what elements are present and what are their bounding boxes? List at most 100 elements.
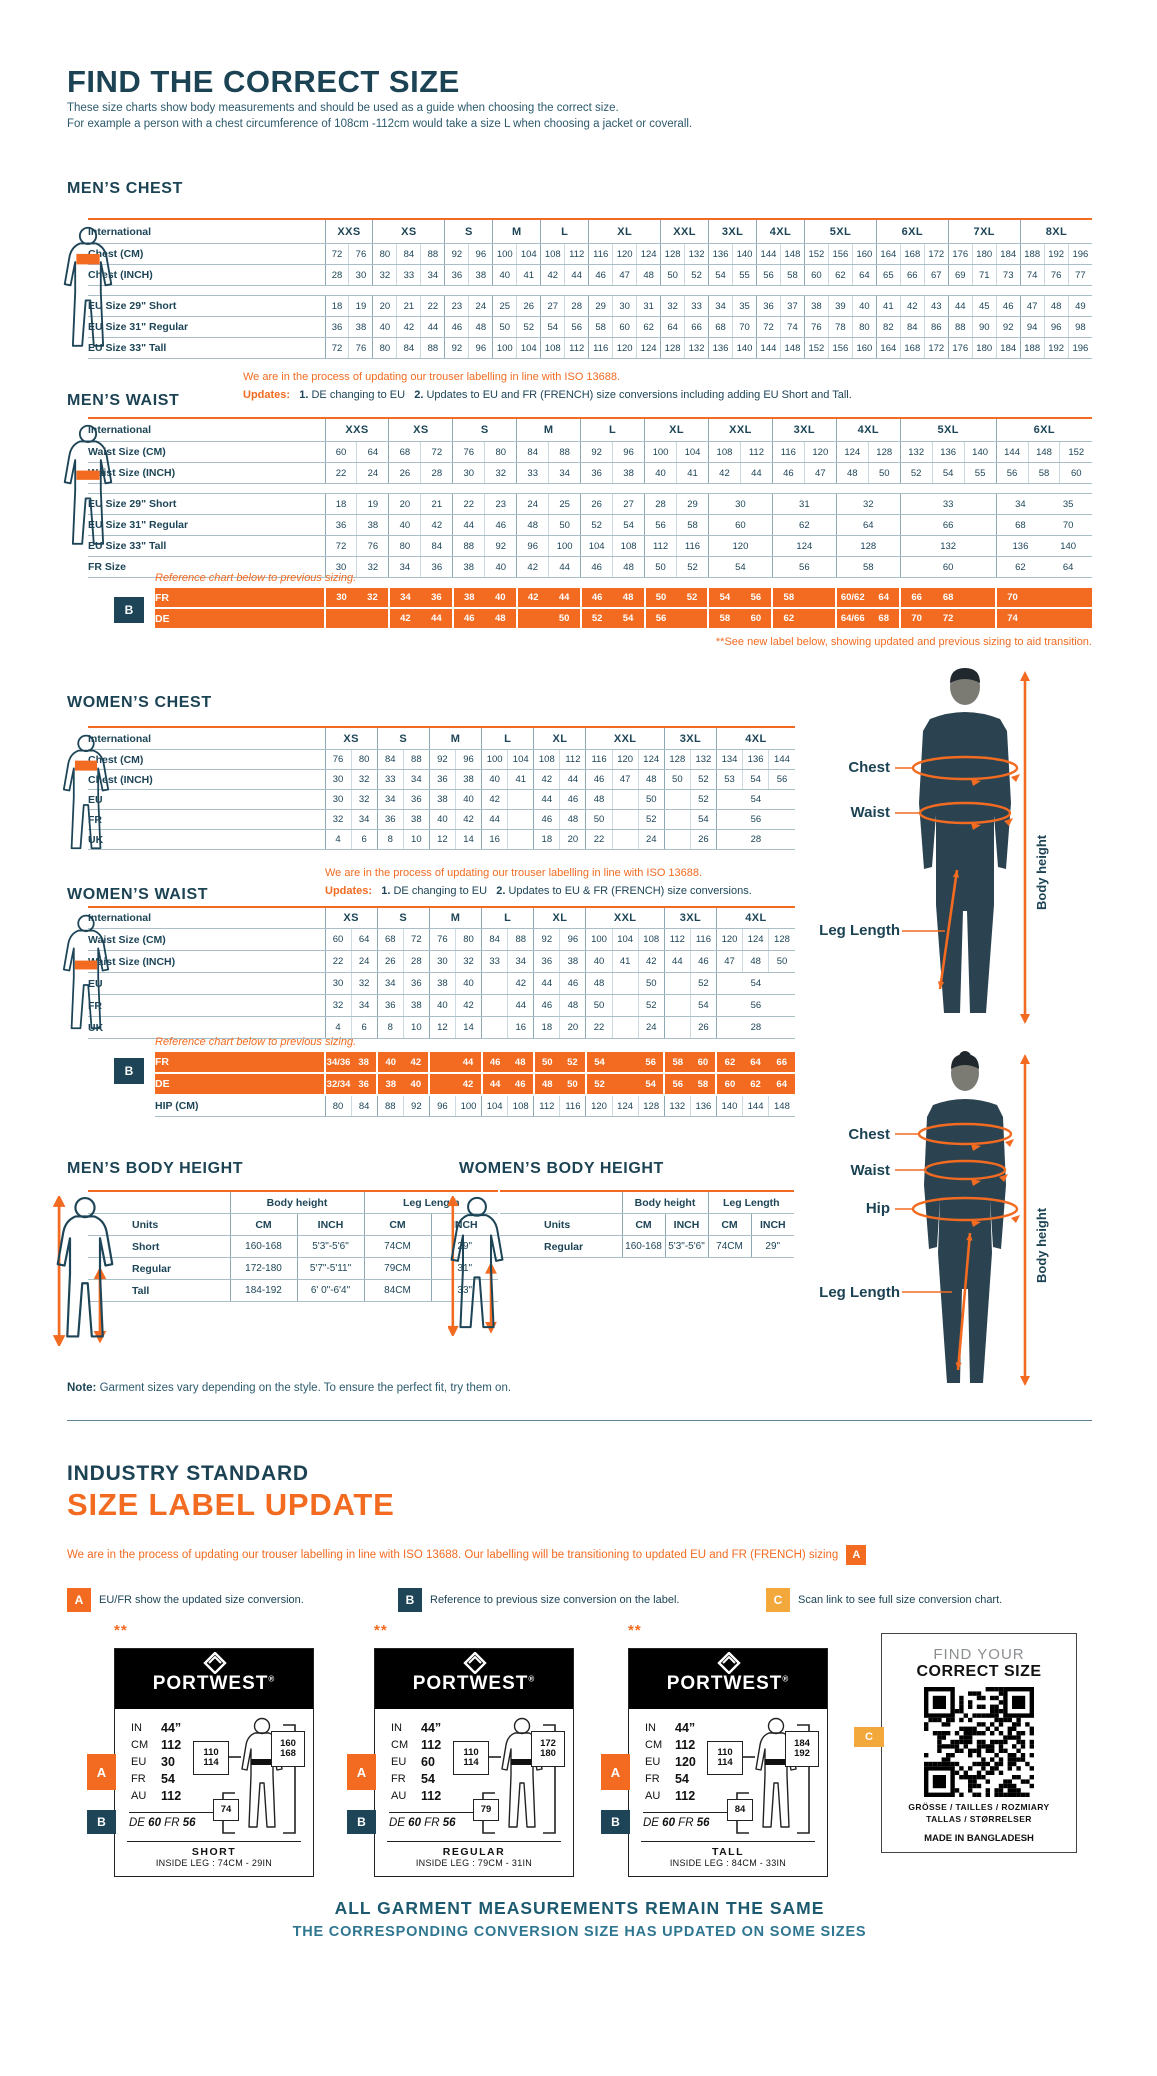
size-column-header: 5XL <box>803 219 877 244</box>
size-value: 36 <box>324 514 357 536</box>
woman-figure <box>895 1051 1030 1386</box>
size-value: 22 <box>420 295 445 317</box>
measure-value: 79CM <box>363 1257 432 1280</box>
size-value: 152 <box>1059 441 1093 463</box>
size-value <box>676 608 709 630</box>
size-value: 98 <box>1067 316 1093 338</box>
size-value: 44 <box>481 809 508 830</box>
size-value: 52 <box>580 514 613 536</box>
label-inside-leg: INSIDE LEG : 79CM - 31IN <box>415 1858 533 1868</box>
size-value: 100 <box>481 749 508 770</box>
size-value: 46 <box>588 264 613 286</box>
badge-c: C <box>854 1727 884 1747</box>
size-value: 116 <box>588 337 613 359</box>
size-value: 136 140 <box>995 535 1093 557</box>
size-value: 50 <box>867 462 901 484</box>
size-value: 40 <box>372 316 397 338</box>
qr-correct-size: CORRECT SIZE <box>916 1663 1042 1680</box>
size-value: 12 <box>428 829 456 850</box>
womens-waist-body-icon <box>56 914 116 1041</box>
footer-line1: ALL GARMENT MEASUREMENTS REMAIN THE SAME <box>334 1898 825 1918</box>
size-value: 38 <box>468 264 493 286</box>
size-value: 52 <box>689 769 717 790</box>
size-value: 108 <box>612 535 645 557</box>
size-value: 94 <box>1019 316 1045 338</box>
size-value: 112 <box>564 337 589 359</box>
row-label: EU Size 31" Regular <box>88 514 325 536</box>
measure-value: 5'7"-5'11" <box>296 1257 365 1280</box>
size-value: 76 <box>324 749 352 770</box>
size-value: 84 <box>376 749 404 770</box>
transition-stars: ** <box>114 1622 128 1639</box>
size-value: 47 <box>1019 295 1045 317</box>
size-value <box>612 1052 639 1074</box>
size-value: 48 <box>612 588 645 609</box>
mens-waist-previous-sizing-table: FR 30 32 34 36 38 40 42 44 46 48 50 52 54 56 58 60/62 64 6… <box>155 588 1093 630</box>
size-value: 140 <box>963 441 997 463</box>
size-value: 96 <box>1043 316 1069 338</box>
size-value: 82 <box>875 316 901 338</box>
size-value: 42 <box>507 972 534 995</box>
label-size-list: IN 44” CM 112 EU 120 FR 54 AU 112 <box>645 1719 696 1804</box>
size-value: 48 <box>507 1052 534 1074</box>
size-value: 35 <box>732 295 757 317</box>
size-value: 24 <box>350 950 378 973</box>
size-value: 112 <box>663 928 691 951</box>
label-rule <box>387 1841 561 1842</box>
height-range-box: 172 180 <box>531 1731 565 1767</box>
womens-waist-previous-sizing-table: FR 34/36 38 40 42 44 46 48 50 52 54 56 58 60 62 64 66 DE 3… <box>155 1052 795 1117</box>
size-value: 60 <box>324 928 352 951</box>
size-value: 32 <box>324 994 352 1017</box>
size-value: 20 <box>559 829 586 850</box>
size-value: 108 <box>707 441 741 463</box>
size-value: 50 <box>585 809 613 830</box>
size-value: 58 <box>835 556 901 578</box>
size-value: 136 <box>708 243 733 265</box>
page-subtitle: These size charts show body measurements… <box>67 102 693 130</box>
mens-chest-table: International XXS XS S M L XL XXL 3XL 4XL 5XL 6XL 7X… <box>88 218 1093 359</box>
size-value <box>611 829 639 850</box>
size-value: 42 <box>454 809 482 830</box>
size-value: 124 <box>636 243 661 265</box>
size-column-header: XXL <box>585 727 665 750</box>
size-value: 41 <box>875 295 901 317</box>
size-value: 34/36 <box>324 1052 352 1074</box>
size-value: 36 <box>351 1073 378 1096</box>
size-value: 62 <box>636 316 661 338</box>
size-value: 20 <box>559 1016 586 1039</box>
body-outline-icon <box>62 734 110 850</box>
size-value: 152 <box>803 243 829 265</box>
size-value: 100 <box>454 1095 482 1117</box>
transition-stars: ** <box>374 1622 388 1639</box>
size-value: 48 <box>636 264 661 286</box>
row-label: FR <box>155 1052 326 1074</box>
inseam-box: 79 <box>473 1799 499 1821</box>
size-value: 32 <box>372 264 397 286</box>
unit-column-header: INCH <box>430 1213 499 1236</box>
size-value: 88 <box>452 535 485 557</box>
size-value: 44 <box>564 264 589 286</box>
size-value: 80 <box>372 243 397 265</box>
size-value: 46 <box>480 1052 508 1074</box>
size-value: 148 <box>779 337 805 359</box>
size-value <box>507 789 534 810</box>
measure-value: 5'3"-5'6" <box>664 1235 709 1258</box>
size-value: 56 <box>564 316 589 338</box>
size-value: 38 <box>356 514 389 536</box>
size-value: 50 <box>663 769 691 790</box>
size-value: 50 <box>532 1052 560 1074</box>
size-value: 32 <box>454 950 482 973</box>
size-value: 34 <box>507 950 534 973</box>
size-value: 96 <box>612 441 645 463</box>
size-value: 192 <box>1043 243 1069 265</box>
size-value: 46 <box>580 556 613 578</box>
size-value: 100 <box>585 928 613 951</box>
size-value: 54 <box>931 462 965 484</box>
height-range-box: 184 192 <box>785 1731 819 1767</box>
size-value: 27 <box>540 295 565 317</box>
size-value: 55 <box>732 264 757 286</box>
size-value <box>804 608 837 630</box>
row-label: Chest (CM) <box>88 749 325 770</box>
size-value: 48 <box>532 1073 560 1096</box>
size-column-header: S <box>376 907 430 929</box>
